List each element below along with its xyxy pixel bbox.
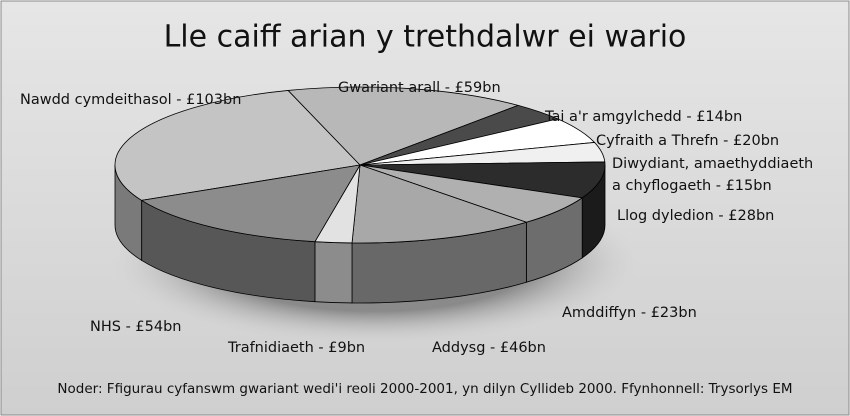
slice bbox=[351, 164, 528, 244]
slice-label: Addysg - £46bn bbox=[432, 340, 546, 356]
slice-label: Llog dyledion - £28bn bbox=[617, 208, 774, 224]
slice-label: Tai a'r amgylchedd - £14bn bbox=[544, 109, 742, 125]
slice-label: Amddiffyn - £23bn bbox=[562, 305, 697, 321]
slice-label: Trafnidiaeth - £9bn bbox=[227, 340, 365, 356]
slice bbox=[287, 86, 520, 166]
slice-label: Diwydiant, amaethyddiaeth a chyflogaeth -… bbox=[612, 156, 813, 194]
slice-label: Nawdd cymdeithasol - £103bn bbox=[20, 92, 241, 108]
slice-label: Cyfraith a Threfn - £20bn bbox=[596, 133, 779, 149]
slice bbox=[359, 161, 606, 199]
slice-side bbox=[314, 241, 353, 304]
pie bbox=[114, 86, 606, 304]
slice-label: NHS - £54bn bbox=[90, 319, 181, 335]
chart-title: Lle caiff arian y trethdalwr ei wario bbox=[164, 20, 687, 55]
label-line: a chyflogaeth - £15bn bbox=[612, 178, 772, 194]
slice bbox=[114, 90, 361, 201]
label-line: Diwydiant, amaethyddiaeth bbox=[612, 156, 813, 172]
slice-label: Gwariant arall - £59bn bbox=[338, 80, 501, 96]
footnote: Noder: Ffigurau cyfanswm gwariant wedi'i… bbox=[57, 381, 792, 397]
slice bbox=[140, 164, 361, 243]
